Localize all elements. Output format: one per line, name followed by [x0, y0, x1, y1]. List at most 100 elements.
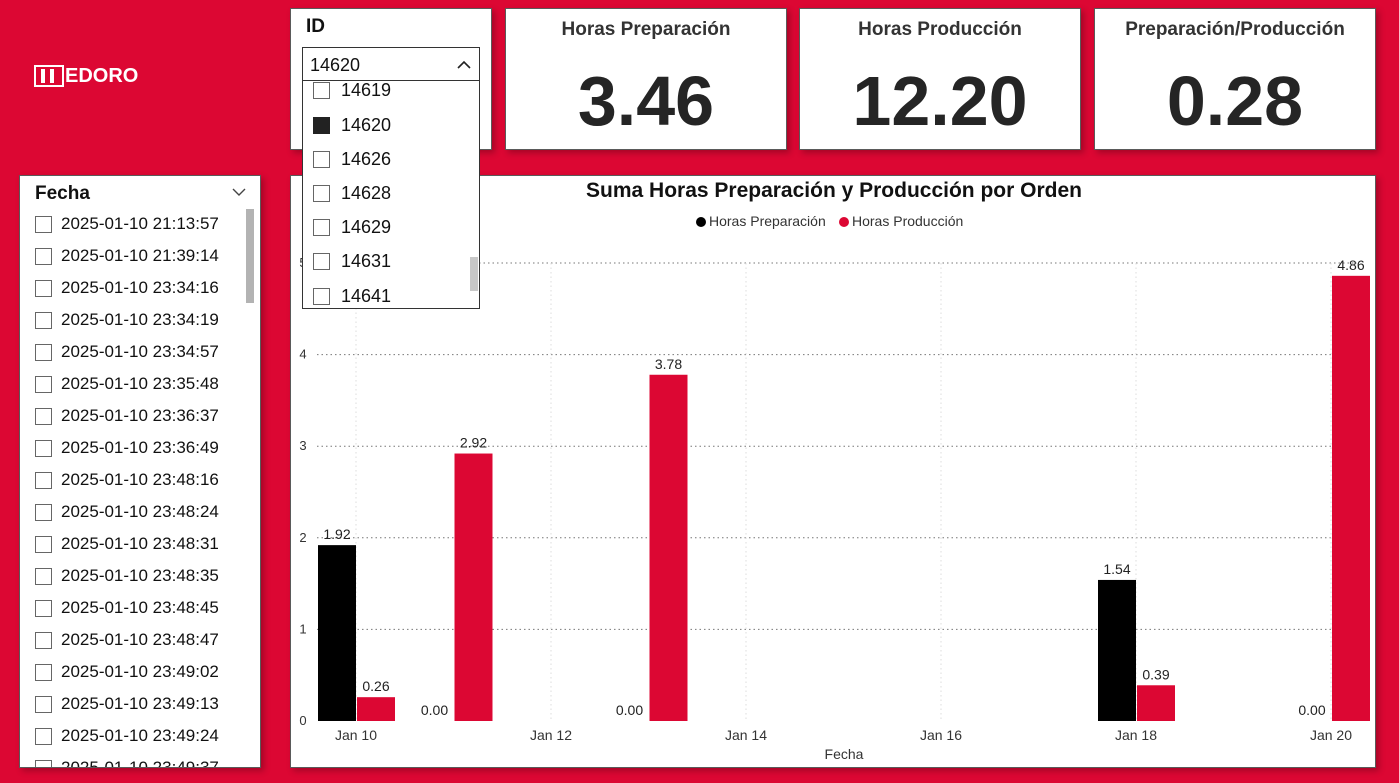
kpi-title: Preparación/Producción	[1125, 19, 1345, 40]
checkbox[interactable]	[313, 184, 330, 202]
checkbox[interactable]	[35, 343, 52, 361]
kpi-value: 3.46	[577, 62, 715, 140]
fecha-option-label: 2025-01-10 23:48:24	[61, 502, 219, 521]
fecha-option[interactable]: 2025-01-10 23:34:16	[35, 276, 219, 300]
logo-text: EDORO	[65, 64, 139, 87]
checkbox[interactable]	[35, 535, 52, 553]
fecha-option[interactable]: 2025-01-10 23:48:47	[35, 628, 219, 652]
id-option[interactable]: 14626	[313, 147, 391, 171]
chevron-down-icon[interactable]	[232, 187, 246, 197]
checkbox[interactable]	[313, 218, 330, 236]
fecha-option[interactable]: 2025-01-10 23:48:16	[35, 468, 219, 492]
fecha-scrollbar[interactable]	[246, 209, 254, 303]
fecha-option-label: 2025-01-10 23:34:16	[61, 278, 219, 297]
fecha-option[interactable]: 2025-01-10 23:48:24	[35, 500, 219, 524]
id-option-label: 14631	[341, 250, 392, 271]
fecha-option-label: 2025-01-10 23:48:45	[61, 598, 219, 617]
fecha-option[interactable]: 2025-01-10 23:34:19	[35, 308, 219, 332]
fecha-option-label: 2025-01-10 21:13:57	[61, 214, 219, 233]
y-tick-label: 2	[299, 530, 306, 545]
id-dropdown-list[interactable]: 14619 14620 14626 14628 14629 14631 1464…	[302, 80, 480, 309]
checkbox[interactable]	[35, 439, 52, 457]
legend-label-produccion: Horas Producción	[852, 213, 963, 229]
fecha-option[interactable]: 2025-01-10 23:49:24	[35, 724, 219, 748]
fecha-option[interactable]: 2025-01-10 23:36:37	[35, 404, 219, 428]
fecha-option[interactable]: 2025-01-10 23:49:37	[35, 756, 219, 767]
legend-marker-preparacion	[696, 217, 706, 227]
fecha-option[interactable]: 2025-01-10 23:48:45	[35, 596, 219, 620]
id-dropdown-toggle[interactable]: 14620	[302, 47, 480, 81]
checkbox[interactable]	[35, 407, 52, 425]
checkbox[interactable]	[35, 599, 52, 617]
checkbox[interactable]	[35, 215, 52, 233]
bar-chart: Suma Horas Preparación y Producción por …	[299, 179, 1370, 762]
x-tick-label: Jan 12	[530, 727, 572, 743]
x-tick-label: Jan 18	[1115, 727, 1157, 743]
fecha-option[interactable]: 2025-01-10 23:49:13	[35, 692, 219, 716]
id-option-label: 14626	[341, 148, 392, 169]
fecha-option[interactable]: 2025-01-10 23:34:57	[35, 340, 219, 364]
y-tick-label: 0	[299, 713, 306, 728]
checkbox[interactable]	[313, 150, 330, 168]
checkbox[interactable]	[35, 279, 52, 297]
checkbox[interactable]	[35, 631, 52, 649]
checkbox[interactable]	[35, 375, 52, 393]
fecha-option[interactable]: 2025-01-10 21:13:57	[35, 212, 219, 236]
legend-marker-produccion	[839, 217, 849, 227]
y-tick-label: 3	[299, 438, 306, 453]
checkbox[interactable]	[313, 81, 330, 99]
fecha-option-label: 2025-01-10 23:34:57	[61, 342, 219, 361]
checkbox[interactable]	[35, 247, 52, 265]
fecha-option[interactable]: 2025-01-10 23:49:02	[35, 660, 219, 684]
data-label: 0.00	[1298, 702, 1325, 718]
checkbox[interactable]	[35, 695, 52, 713]
checkbox[interactable]	[35, 311, 52, 329]
checkbox[interactable]	[313, 287, 330, 305]
fecha-option-label: 2025-01-10 23:48:16	[61, 470, 219, 489]
fecha-option-label: 2025-01-10 23:48:31	[61, 534, 219, 553]
x-tick-label: Jan 14	[725, 727, 767, 743]
chart-panel: Suma Horas Preparación y Producción por …	[290, 175, 1376, 768]
data-label: 0.26	[362, 678, 389, 694]
fecha-option-label: 2025-01-10 23:36:37	[61, 406, 219, 425]
legend-label-preparacion: Horas Preparación	[709, 213, 826, 229]
fecha-option[interactable]: 2025-01-10 23:48:31	[35, 532, 219, 556]
id-option[interactable]: 14620	[313, 113, 391, 137]
fecha-option[interactable]: 2025-01-10 21:39:14	[35, 244, 219, 268]
checkbox[interactable]	[35, 503, 52, 521]
checkbox[interactable]	[35, 663, 52, 681]
kpi-card-ratio: Preparación/Producción 0.28	[1094, 8, 1376, 150]
id-option[interactable]: 14628	[313, 181, 391, 205]
bar-preparacion	[1098, 579, 1136, 721]
data-label: 0.00	[616, 702, 643, 718]
kpi-value: 12.20	[852, 62, 1028, 140]
checkbox[interactable]	[35, 567, 52, 585]
kpi-card-horas-produccion: Horas Producción 12.20	[799, 8, 1081, 150]
id-option[interactable]: 14641	[313, 284, 391, 308]
fecha-option[interactable]: 2025-01-10 23:36:49	[35, 436, 219, 460]
fecha-option[interactable]: 2025-01-10 23:48:35	[35, 564, 219, 588]
checkbox[interactable]	[35, 759, 52, 767]
id-option[interactable]: 14631	[313, 249, 391, 273]
id-option-label: 14629	[341, 216, 392, 237]
data-label: 4.86	[1337, 257, 1364, 273]
kpi-value: 0.28	[1166, 62, 1304, 140]
fecha-option-label: 2025-01-10 23:48:47	[61, 630, 219, 649]
checkbox-checked[interactable]	[313, 116, 330, 134]
y-tick-label: 4	[299, 347, 306, 362]
fecha-option[interactable]: 2025-01-10 23:35:48	[35, 372, 219, 396]
x-axis-label: Fecha	[825, 746, 864, 762]
id-option-label: 14619	[341, 80, 392, 100]
checkbox[interactable]	[313, 252, 330, 270]
bar-produccion	[1332, 275, 1370, 721]
logo-mark-icon	[34, 65, 64, 87]
fecha-option-label: 2025-01-10 23:49:24	[61, 726, 219, 745]
chevron-up-icon	[457, 60, 471, 69]
x-tick-label: Jan 10	[335, 727, 377, 743]
checkbox[interactable]	[35, 471, 52, 489]
checkbox[interactable]	[35, 727, 52, 745]
dropdown-scrollbar[interactable]	[470, 257, 478, 291]
id-option[interactable]: 14619	[313, 80, 392, 102]
id-option[interactable]: 14629	[313, 215, 391, 239]
data-label: 0.39	[1142, 666, 1169, 682]
